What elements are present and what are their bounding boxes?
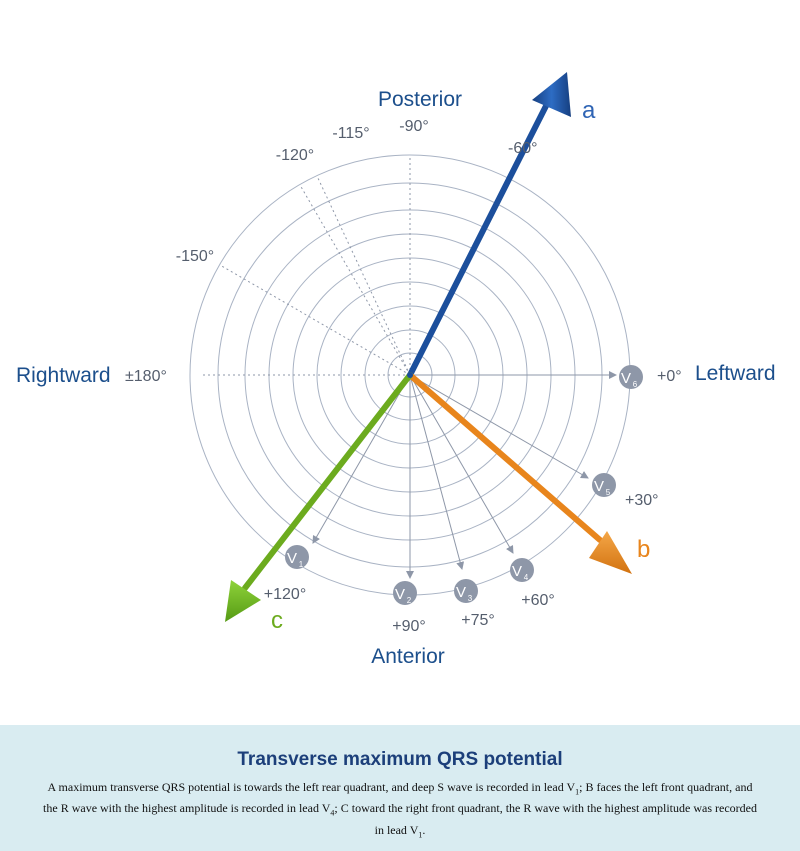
vector-a-shaft bbox=[407, 97, 552, 378]
caption-text: ; C toward the right front quadrant, the… bbox=[334, 801, 757, 837]
lead-letter: V bbox=[621, 370, 631, 387]
caption-panel: Transverse maximum QRS potential A maxim… bbox=[0, 725, 800, 851]
axis-line-neg120 bbox=[299, 184, 411, 376]
angle-label-zero: +0° bbox=[657, 368, 682, 385]
lead-letter: V bbox=[287, 550, 297, 567]
origin-point bbox=[407, 372, 413, 378]
vector-a: a bbox=[407, 72, 596, 378]
lead-marker-v1: V 1 bbox=[285, 545, 309, 569]
lead-marker-v6: V 6 bbox=[619, 365, 643, 389]
reference-lines bbox=[200, 155, 411, 376]
lead-marker-v3: V 3 bbox=[454, 579, 478, 603]
leftward-label: Leftward bbox=[695, 362, 776, 385]
caption-text: . bbox=[422, 822, 426, 837]
angle-label-neg120: -120° bbox=[276, 147, 314, 164]
vector-a-label: a bbox=[582, 97, 596, 124]
lead-letter: V bbox=[395, 586, 405, 603]
lead-number: 2 bbox=[407, 596, 412, 605]
angle-label-pos120: +120° bbox=[264, 586, 306, 603]
caption-subscript: 1 bbox=[418, 830, 423, 840]
lead-axis-v3 bbox=[409, 374, 465, 570]
lead-marker-v5: V 5 bbox=[592, 473, 616, 497]
vector-b-arrowhead bbox=[589, 531, 632, 574]
lead-axis-v5 bbox=[409, 374, 589, 479]
lead-number: 3 bbox=[468, 594, 473, 603]
vector-c-shaft bbox=[242, 372, 413, 591]
angle-label-neg60: -60° bbox=[508, 140, 538, 157]
transverse-plane-diagram: V 6 V 5 V 4 V 3 V 2 V 1 a b c bbox=[16, 72, 776, 668]
angle-label-neg90: -90° bbox=[399, 118, 429, 135]
lead-axis-v1 bbox=[312, 374, 411, 544]
lead-number: 5 bbox=[606, 488, 611, 497]
caption-subscript: 1 bbox=[575, 787, 580, 797]
rightward-label: Rightward bbox=[16, 364, 111, 387]
lead-axis-v4 bbox=[409, 374, 514, 554]
vector-c-label: c bbox=[271, 607, 283, 634]
lead-letter: V bbox=[456, 584, 466, 601]
lead-letter: V bbox=[512, 563, 522, 580]
vector-c-arrowhead bbox=[225, 580, 261, 622]
caption-body: A maximum transverse QRS potential is to… bbox=[40, 779, 760, 843]
vector-b-shaft bbox=[407, 372, 603, 543]
lead-number: 1 bbox=[299, 560, 304, 569]
vector-a-arrowhead bbox=[532, 72, 571, 117]
posterior-label: Posterior bbox=[378, 88, 462, 111]
vector-c: c bbox=[225, 372, 413, 634]
angle-label-neg115: -115° bbox=[332, 125, 369, 142]
angle-label-pos30: +30° bbox=[625, 492, 659, 509]
angle-label-pos75: +75° bbox=[461, 612, 495, 629]
vector-b: b bbox=[407, 372, 650, 574]
angle-label-pm180: ±180° bbox=[125, 368, 167, 385]
lead-marker-v4: V 4 bbox=[510, 558, 534, 582]
lead-letter: V bbox=[594, 478, 604, 495]
axis-line-neg150 bbox=[219, 264, 411, 376]
caption-title: Transverse maximum QRS potential bbox=[237, 749, 563, 770]
svg-text:V: V bbox=[621, 370, 631, 387]
axis-line-neg115 bbox=[316, 175, 411, 376]
lead-marker-v2: V 2 bbox=[393, 581, 417, 605]
caption-subscript: 4 bbox=[330, 808, 335, 818]
angle-label-neg150: -150° bbox=[176, 248, 214, 265]
angle-label-pos60: +60° bbox=[521, 592, 555, 609]
anterior-label: Anterior bbox=[371, 645, 445, 668]
caption-text: ; B faces the left front quadrant, and t… bbox=[43, 780, 753, 816]
angle-labels: -90° -60° -115° -120° -150° ±180° +0° +3… bbox=[125, 118, 682, 635]
caption-text: A maximum transverse QRS potential is to… bbox=[47, 780, 576, 794]
lead-number: 6 bbox=[633, 380, 638, 389]
lead-axes bbox=[312, 371, 617, 579]
lead-number: 4 bbox=[524, 573, 529, 582]
vector-b-label: b bbox=[637, 536, 650, 563]
angle-label-pos90: +90° bbox=[392, 618, 426, 635]
